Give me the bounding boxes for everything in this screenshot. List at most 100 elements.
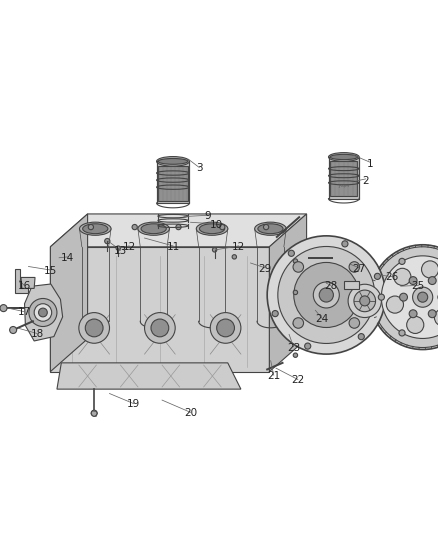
Circle shape [409,310,417,318]
Text: 23: 23 [287,343,300,352]
Circle shape [348,284,381,318]
Circle shape [288,250,294,256]
Circle shape [232,255,237,259]
Circle shape [91,410,97,416]
Circle shape [374,273,381,279]
Circle shape [428,277,436,285]
Circle shape [145,312,175,343]
Text: 28: 28 [324,281,337,291]
Circle shape [105,238,110,244]
Circle shape [116,246,120,251]
Circle shape [278,246,375,343]
Polygon shape [50,247,269,372]
Ellipse shape [158,158,188,164]
Text: 16: 16 [18,281,31,291]
Circle shape [88,224,94,230]
Circle shape [294,262,359,327]
Text: 12: 12 [123,242,136,252]
Circle shape [34,304,52,321]
Text: 26: 26 [385,272,399,282]
Text: 22: 22 [291,375,304,385]
Circle shape [349,318,360,328]
Polygon shape [15,269,28,293]
Text: 27: 27 [353,264,366,273]
Text: 21: 21 [267,371,280,381]
Text: 20: 20 [184,408,197,418]
Text: JRQM: JRQM [339,184,349,188]
Polygon shape [157,161,189,203]
Circle shape [358,334,364,340]
Polygon shape [159,166,187,201]
Circle shape [267,236,385,354]
Circle shape [413,287,433,307]
Text: 17: 17 [18,308,31,318]
Circle shape [293,259,297,263]
Ellipse shape [138,222,170,235]
Circle shape [293,318,304,328]
Circle shape [217,319,234,337]
Text: 15: 15 [44,266,57,276]
Circle shape [305,343,311,349]
Text: 11: 11 [166,242,180,252]
Circle shape [313,282,339,308]
Ellipse shape [83,224,108,233]
Polygon shape [21,278,35,288]
Text: 12: 12 [232,242,245,252]
Text: 13: 13 [114,246,127,256]
Circle shape [417,292,427,302]
Ellipse shape [157,157,190,166]
Text: 24: 24 [315,314,328,324]
Circle shape [293,290,297,295]
Polygon shape [328,157,359,199]
Text: 3: 3 [196,163,203,173]
Circle shape [219,224,225,230]
Circle shape [399,293,407,301]
Ellipse shape [258,224,283,233]
Ellipse shape [254,222,286,235]
Circle shape [10,327,17,334]
Circle shape [372,247,438,348]
Text: 14: 14 [61,253,74,263]
Polygon shape [50,214,88,372]
Circle shape [272,311,278,317]
Polygon shape [25,284,63,341]
Circle shape [378,294,385,300]
Circle shape [354,290,375,312]
Circle shape [370,245,438,350]
Circle shape [293,262,304,272]
Text: 9: 9 [205,211,212,221]
Circle shape [399,330,405,336]
Circle shape [29,298,57,327]
Ellipse shape [141,224,166,233]
Circle shape [399,259,405,264]
Circle shape [406,316,424,334]
Circle shape [421,261,438,278]
Text: 29: 29 [258,264,272,273]
Circle shape [132,224,137,230]
Circle shape [319,288,333,302]
Circle shape [151,319,169,337]
Text: 19: 19 [127,399,140,409]
Circle shape [0,304,7,312]
Circle shape [349,262,360,272]
Circle shape [264,224,269,230]
Circle shape [85,319,103,337]
Text: 2: 2 [362,176,369,186]
Polygon shape [50,214,307,247]
Bar [344,281,359,289]
Circle shape [381,256,438,338]
Circle shape [39,308,47,317]
Ellipse shape [80,222,111,235]
Circle shape [386,296,403,313]
Ellipse shape [196,222,228,235]
Circle shape [428,310,436,318]
Circle shape [79,312,110,343]
Text: 18: 18 [31,329,44,340]
Circle shape [409,277,417,285]
Circle shape [212,248,217,252]
Polygon shape [269,214,307,372]
Circle shape [394,268,411,285]
Circle shape [176,224,181,230]
Circle shape [210,312,241,343]
Circle shape [434,309,438,326]
